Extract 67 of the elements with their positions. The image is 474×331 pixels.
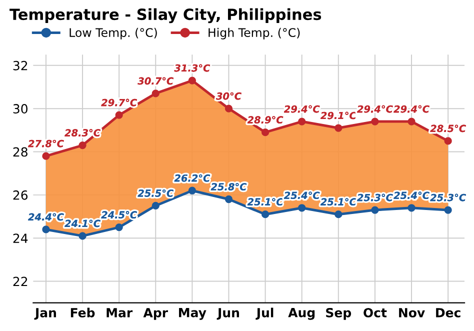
x-tick-label: Jul (256, 308, 274, 320)
point (188, 76, 196, 84)
data-label: 25.5°C (138, 189, 174, 197)
point (115, 111, 123, 119)
x-tick-label: Nov (399, 308, 425, 318)
point (224, 104, 233, 112)
data-label: 29.4°C (394, 105, 430, 113)
point (42, 152, 50, 160)
point (444, 206, 452, 214)
data-label: 25.4°C (394, 192, 430, 200)
x-tick-label: Aug (288, 308, 315, 320)
x-tick-label: Apr (143, 308, 168, 320)
data-label: 28.9°C (247, 116, 284, 124)
data-label: 25.3°C (357, 194, 393, 202)
point (188, 186, 196, 194)
data-label: 29.7°C (101, 98, 137, 106)
point (444, 137, 452, 145)
data-label: 25.8°C (210, 183, 247, 190)
point (42, 226, 50, 234)
x-tick-label: Feb (70, 308, 95, 318)
point (261, 210, 270, 218)
data-label: 28.5°C (430, 124, 466, 132)
data-label: 26.2°C (174, 174, 210, 182)
chart-title: Temperature - Silay City, Philippines (10, 8, 322, 24)
x-tick-label: Jan (34, 308, 56, 320)
point (408, 118, 416, 126)
point (78, 141, 86, 150)
y-tick-label: 28 (13, 147, 28, 157)
data-label: 30°C (216, 92, 242, 100)
point (334, 124, 342, 132)
data-label: 31.3°C (174, 64, 210, 72)
x-tick-label: Dec (436, 308, 460, 318)
y-tick-label: 22 (13, 276, 28, 286)
point (152, 202, 160, 210)
point (115, 223, 123, 232)
data-label: 29.4°C (284, 105, 320, 113)
data-label: 24.5°C (101, 211, 137, 218)
data-label: 25.1°C (247, 198, 284, 206)
data-label: 29.1°C (320, 112, 356, 120)
data-label: 24.4°C (28, 213, 64, 221)
point (298, 118, 306, 126)
data-label: 24.1°C (64, 220, 100, 228)
data-label: 25.1°C (320, 198, 356, 206)
x-tick-label: Oct (364, 308, 387, 318)
point (152, 90, 160, 98)
y-tick-label: 24 (13, 234, 28, 243)
point (371, 118, 379, 126)
data-label: 25.4°C (284, 192, 320, 200)
data-label: 27.8°C (28, 140, 64, 148)
point (78, 232, 86, 240)
x-tick-label: Jun (216, 308, 239, 320)
y-tick-label: 30 (13, 104, 28, 114)
x-tick-label: Mar (106, 308, 133, 318)
data-label: 29.4°C (357, 105, 393, 113)
y-tick-label: 26 (13, 190, 28, 200)
point (408, 204, 416, 212)
legend-label: High Temp. (°C) (208, 28, 300, 40)
point (298, 204, 306, 212)
legend-label: Low Temp. (°C) (70, 28, 157, 40)
point (371, 206, 379, 214)
point (334, 210, 342, 218)
x-tick-label: Sep (326, 308, 352, 320)
data-label: 30.7°C (138, 77, 174, 85)
x-tick-label: May (179, 308, 206, 320)
point (224, 195, 233, 204)
point (261, 128, 270, 136)
y-tick-label: 32 (13, 60, 28, 70)
